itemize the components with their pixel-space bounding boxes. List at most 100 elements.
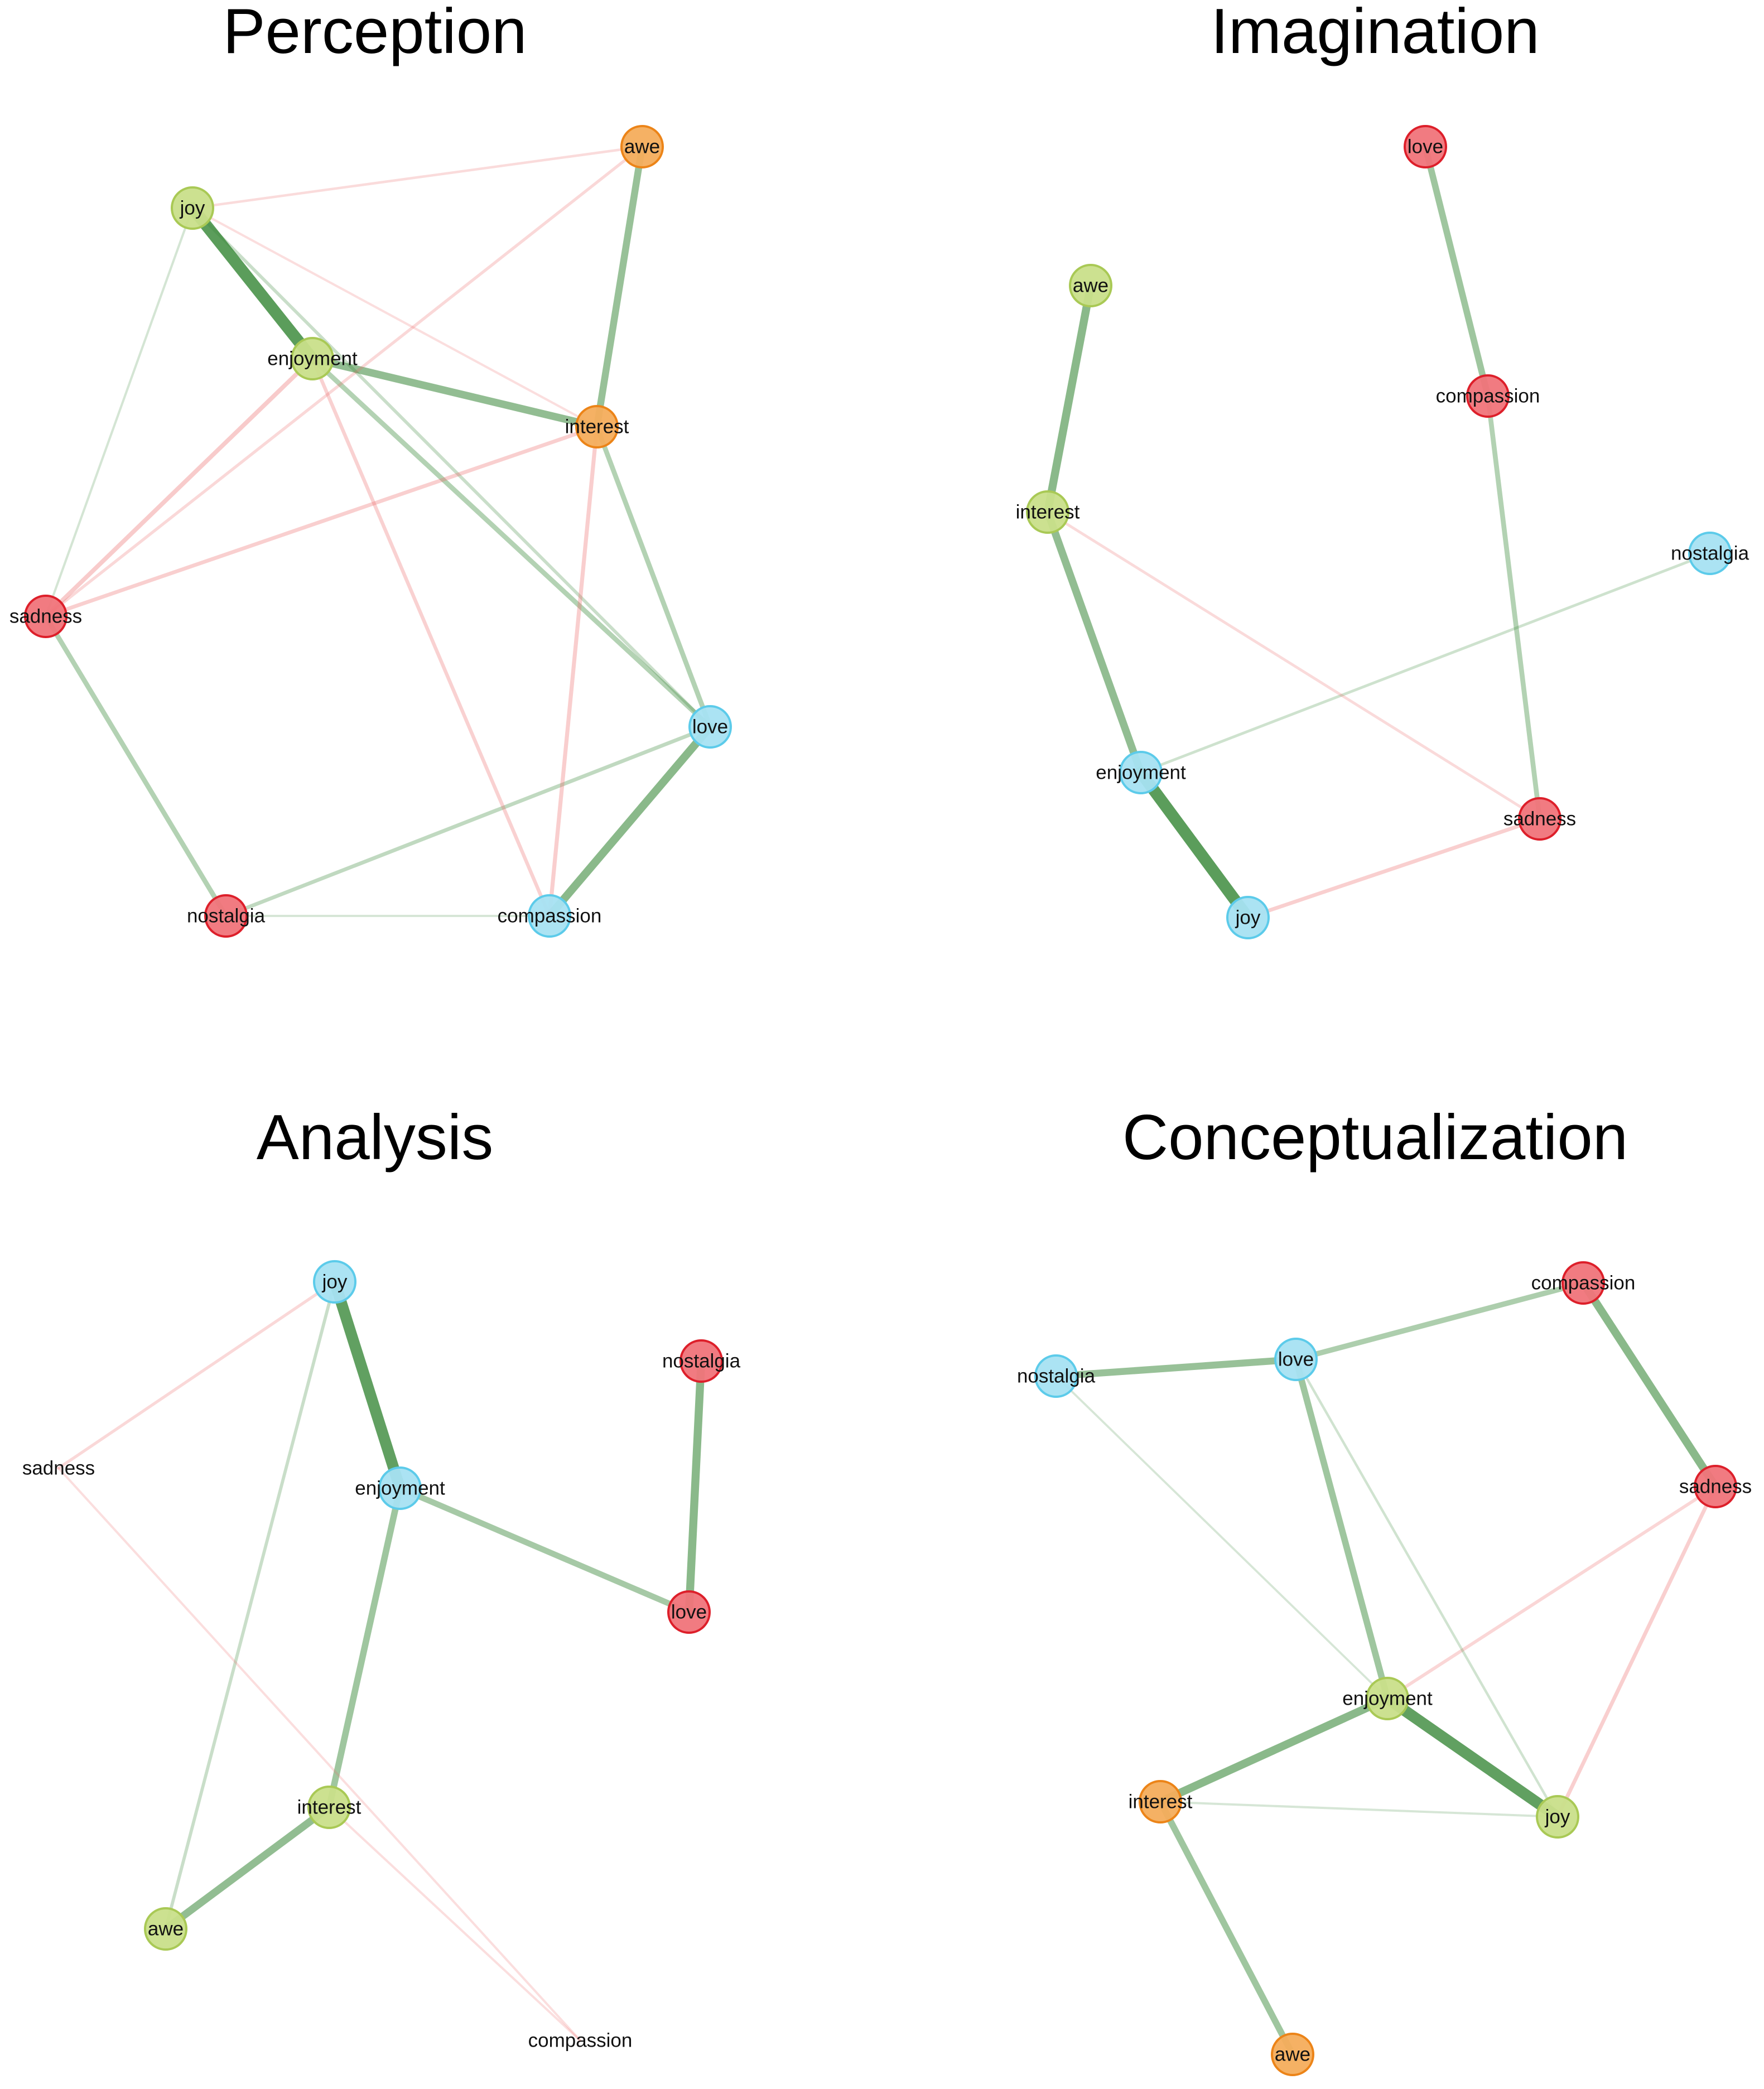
node-label: awe xyxy=(1275,2044,1310,2066)
node-interest: interest xyxy=(1016,490,1080,534)
node-circle xyxy=(1119,751,1163,794)
node-label: enjoyment xyxy=(1096,762,1186,784)
panel-conceptualization: Conceptualization compassion nostalgia lov… xyxy=(1017,1102,1752,2076)
node-sadness: sadness xyxy=(1679,1465,1752,1508)
node-awe: awe xyxy=(620,125,664,168)
node-label: compassion xyxy=(1436,385,1540,407)
edge-joy-interest xyxy=(191,206,599,428)
edge-nostalgia-enjoyment xyxy=(1055,1375,1389,1700)
node-nostalgia: nostalgia xyxy=(1017,1354,1096,1398)
node-label: enjoyment xyxy=(267,348,358,370)
node-label: sadness xyxy=(1679,1476,1752,1498)
node-joy: joy xyxy=(171,186,214,230)
node-circle xyxy=(1404,125,1447,168)
node-sadness: sadness xyxy=(22,1458,95,1479)
edge-enjoyment-joy xyxy=(1381,1692,1564,1823)
edge-layer xyxy=(1052,1279,1720,2058)
node-label: love xyxy=(671,1601,707,1623)
node-circle xyxy=(1034,1354,1078,1398)
edge-enjoyment-interest xyxy=(309,355,601,431)
edge-interest-awe xyxy=(162,1803,333,1933)
node-interest: interest xyxy=(1129,1780,1193,1823)
node-label: interest xyxy=(297,1797,362,1818)
node-label: sadness xyxy=(1503,808,1576,830)
edge-nostalgia-love xyxy=(685,1357,706,1617)
edge-interest-compassion xyxy=(547,424,599,918)
edge-enjoyment-joy xyxy=(1135,766,1254,924)
node-awe: awe xyxy=(144,1907,187,1951)
edge-joy-awe xyxy=(164,1280,336,1931)
node-enjoyment: enjoyment xyxy=(1096,751,1186,794)
node-circle xyxy=(575,405,619,448)
edge-sadness-nostalgia xyxy=(43,614,229,919)
node-awe: awe xyxy=(1271,2033,1314,2076)
edge-compassion-sadness xyxy=(1579,1279,1720,1491)
node-circle xyxy=(1226,896,1270,939)
edge-enjoyment-love xyxy=(397,1485,692,1615)
edge-nostalgia-love xyxy=(1052,1355,1300,1380)
node-circle xyxy=(291,337,334,380)
edge-love-compassion xyxy=(1293,1280,1586,1362)
edge-joy-sadness xyxy=(1246,817,1542,920)
node-circle xyxy=(667,1590,711,1634)
edge-joy-awe xyxy=(191,145,644,210)
node-circle xyxy=(679,1339,723,1383)
node-interest: interest xyxy=(565,405,629,448)
node-circle xyxy=(688,705,732,749)
node-compassion: compassion xyxy=(1531,1261,1635,1305)
node-layer: joy enjoyment awe interest sadness nostalgia l… xyxy=(9,125,732,938)
edge-sadness-awe xyxy=(44,145,644,618)
edge-joy-sadness xyxy=(57,1280,336,1470)
edge-joy-sadness xyxy=(44,206,194,618)
node-enjoyment: enjoyment xyxy=(267,337,358,380)
edge-enjoyment-interest xyxy=(1156,1694,1392,1806)
node-circle xyxy=(171,186,214,230)
edge-nostalgia-love xyxy=(224,725,712,918)
node-circle xyxy=(1536,1795,1579,1839)
node-layer: love compassion awe interest nostalgia enjoym… xyxy=(1016,125,1749,939)
node-label: joy xyxy=(1235,907,1261,929)
edge-love-enjoyment xyxy=(1293,1356,1391,1702)
node-joy: joy xyxy=(1536,1795,1579,1839)
panel-title: Imagination xyxy=(1211,0,1539,67)
node-circle xyxy=(144,1907,187,1951)
edge-enjoyment-interest xyxy=(326,1485,403,1811)
node-label: compassion xyxy=(498,905,602,927)
node-layer: compassion nostalgia love sadness enjoyment i… xyxy=(1017,1261,1752,2076)
edge-interest-enjoyment xyxy=(1044,508,1145,776)
node-label: nostalgia xyxy=(187,905,266,927)
node-circle xyxy=(313,1260,356,1304)
node-circle xyxy=(1694,1465,1737,1508)
node-label: enjoyment xyxy=(355,1478,445,1499)
node-label: joy xyxy=(180,197,205,219)
node-compassion: compassion xyxy=(498,894,602,938)
node-circle xyxy=(1139,1780,1182,1823)
edge-sadness-compassion xyxy=(57,1466,582,2042)
edge-enjoyment-sadness xyxy=(1386,1485,1717,1700)
node-circle xyxy=(528,894,571,938)
node-label: nostalgia xyxy=(1671,543,1749,565)
node-circle xyxy=(620,125,664,168)
node-circle xyxy=(307,1786,351,1829)
edge-joy-enjoyment xyxy=(186,202,319,365)
node-circle xyxy=(1274,1338,1318,1381)
edge-enjoyment-compassion xyxy=(310,356,552,918)
node-label: love xyxy=(1408,136,1443,158)
edge-joy-enjoyment xyxy=(329,1276,406,1494)
node-label: love xyxy=(1278,1349,1314,1371)
edge-sadness-enjoyment xyxy=(44,356,315,619)
edge-love-joy xyxy=(1294,1358,1559,1818)
panel-title: Analysis xyxy=(257,1102,494,1173)
node-circle xyxy=(1366,1677,1409,1720)
node-label: awe xyxy=(148,1918,184,1940)
edge-interest-sadness xyxy=(1046,510,1541,821)
node-label: interest xyxy=(1129,1791,1193,1813)
edge-sadness-interest xyxy=(44,424,599,619)
node-label: interest xyxy=(1016,501,1080,523)
node-nostalgia: nostalgia xyxy=(1671,532,1749,575)
node-circle xyxy=(1069,264,1112,307)
edge-awe-interest xyxy=(593,143,646,431)
panel-title: Conceptualization xyxy=(1122,1102,1628,1173)
node-layer: joy nostalgia sadness enjoyment love interest… xyxy=(22,1260,741,2052)
